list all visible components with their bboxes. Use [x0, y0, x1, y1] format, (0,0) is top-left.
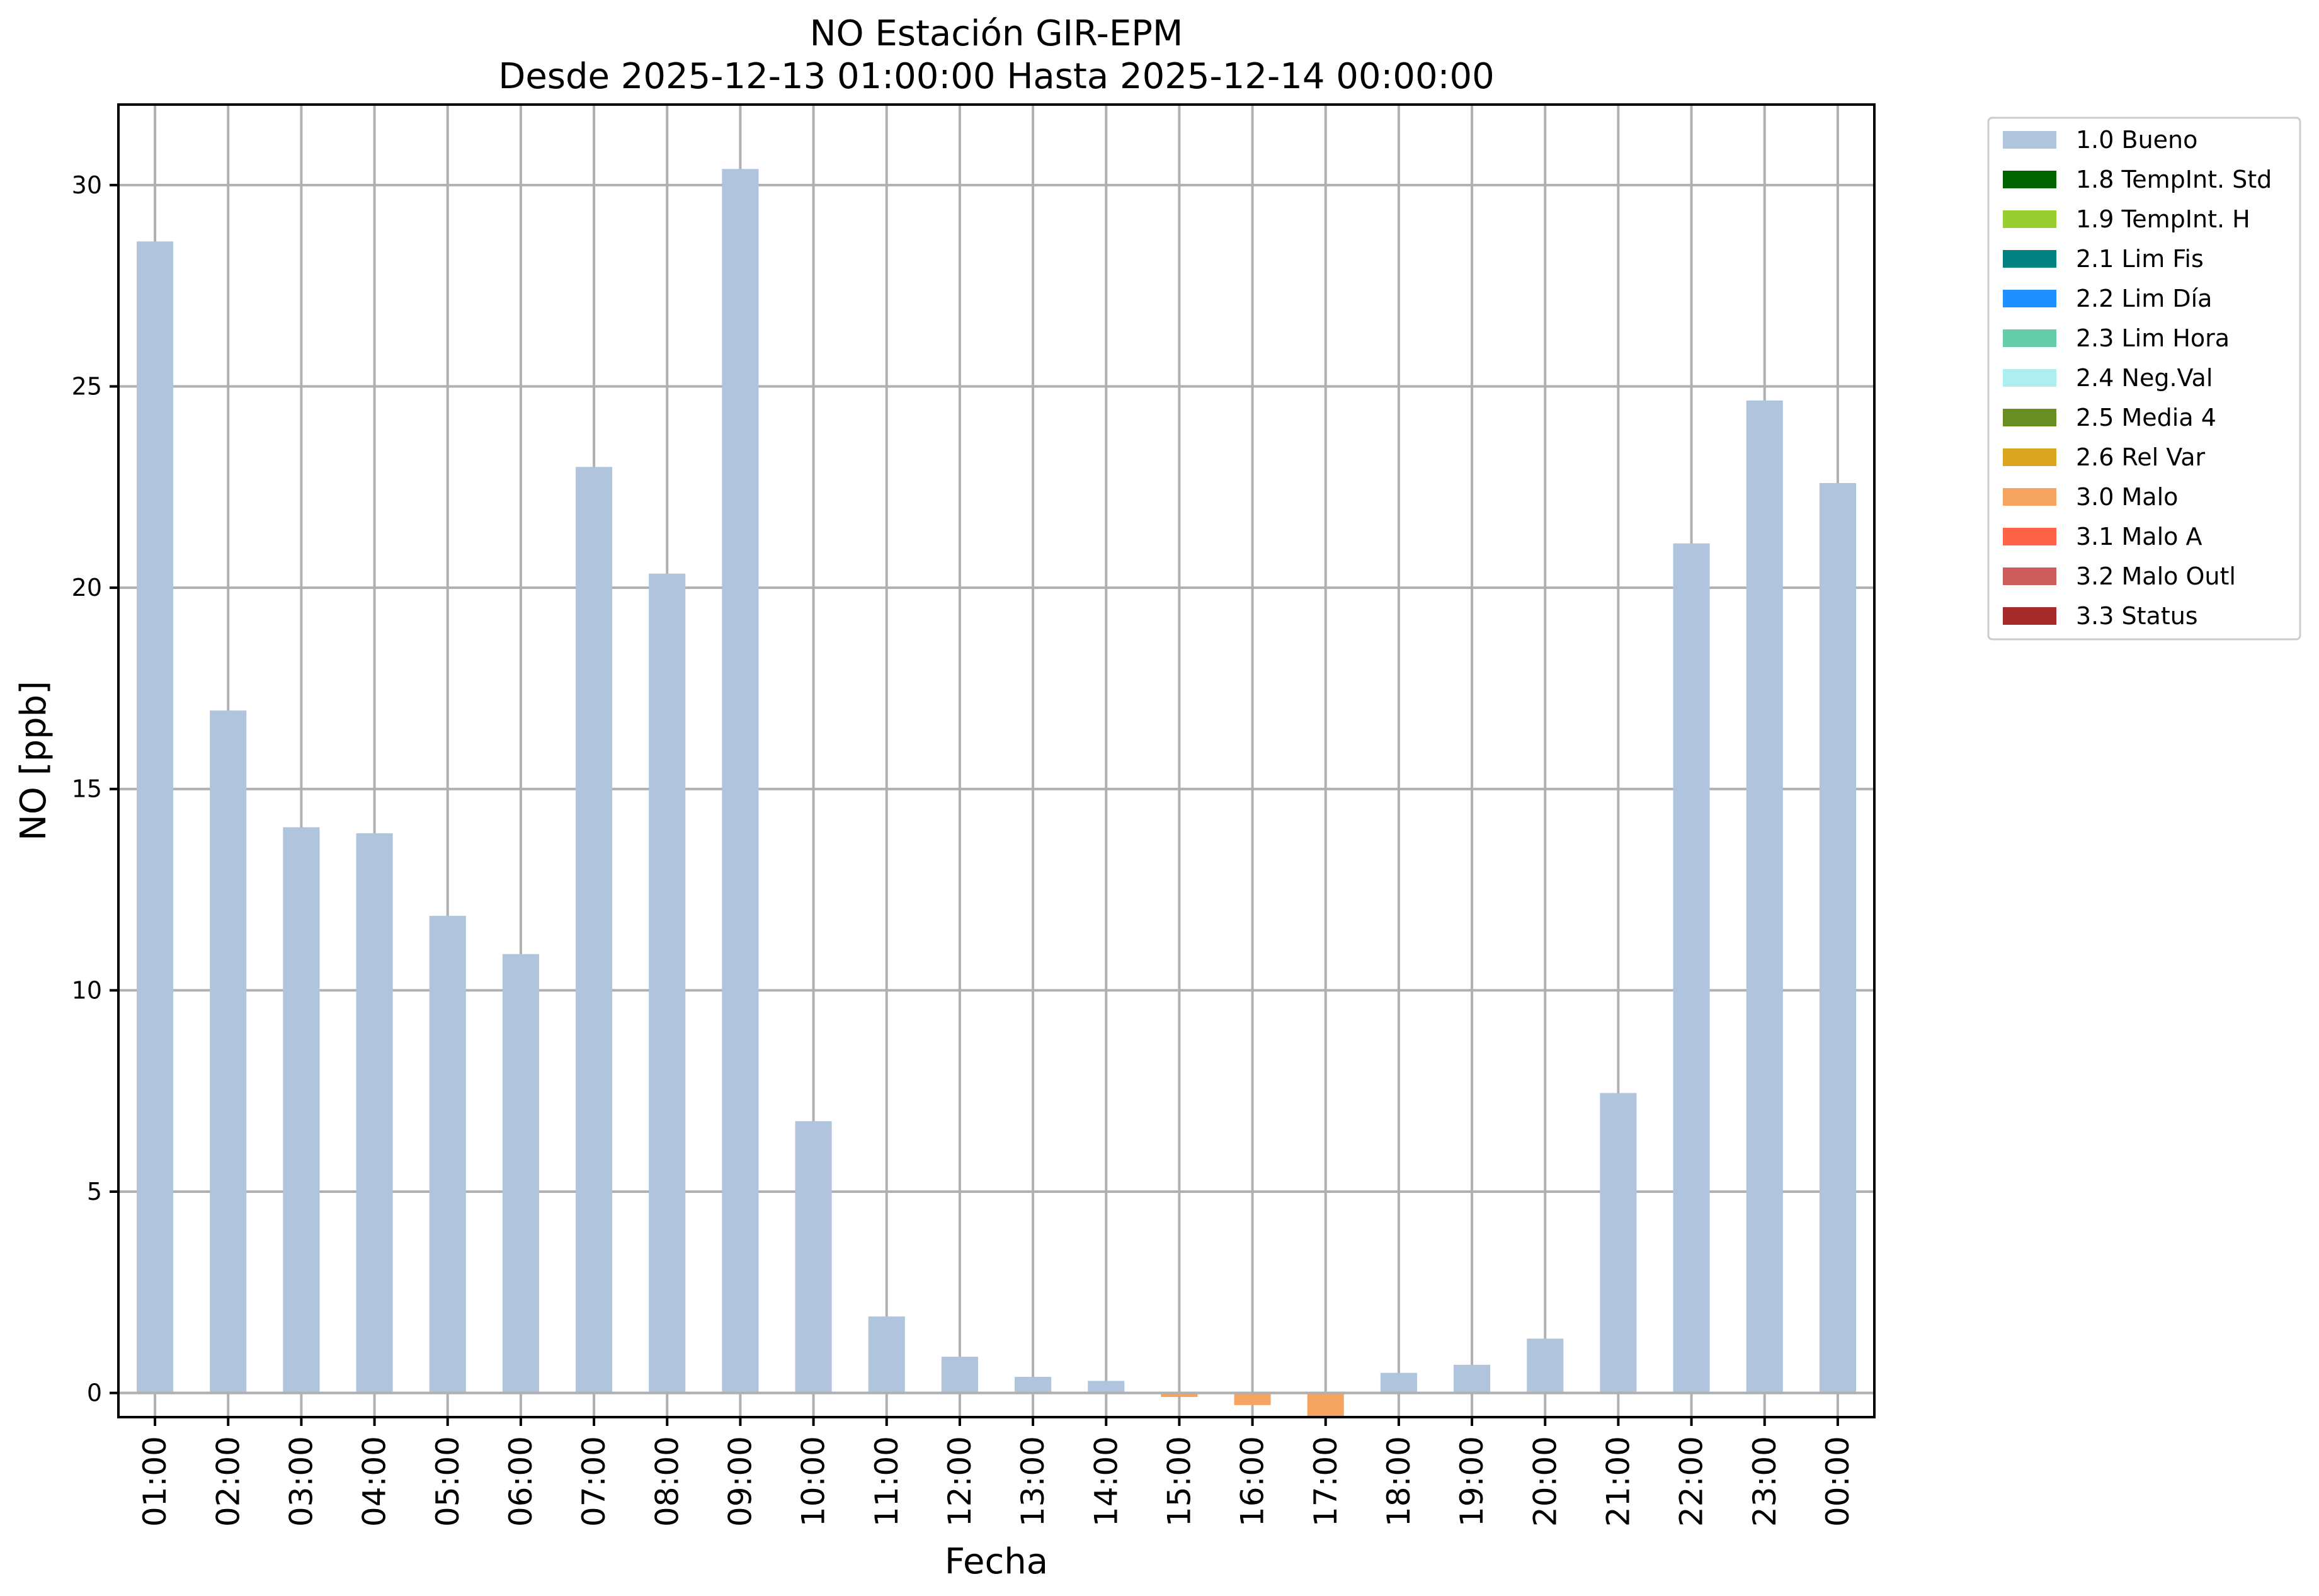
bar — [795, 1121, 832, 1393]
y-tick-label: 10 — [72, 976, 102, 1004]
legend-label: 2.6 Rel Var — [2076, 443, 2206, 471]
bar — [941, 1357, 978, 1393]
y-tick-label: 20 — [72, 574, 102, 601]
x-axis-label: Fecha — [945, 1541, 1048, 1582]
legend-swatch — [2003, 329, 2056, 347]
y-tick-label: 5 — [87, 1178, 102, 1206]
legend-label: 1.9 TempInt. H — [2076, 205, 2250, 233]
bar — [576, 467, 613, 1393]
plot-frame — [117, 103, 1876, 1418]
bar — [429, 916, 466, 1393]
x-tick-label: 01:00 — [137, 1436, 173, 1527]
legend-swatch — [2003, 528, 2056, 545]
x-tick-label: 10:00 — [795, 1436, 832, 1527]
y-tick-label: 0 — [87, 1379, 102, 1407]
x-axis-ticks: 01:00 02:00 03:00 04:00 05:00 06:00 07:00 08:00… — [137, 1417, 1856, 1527]
legend-swatch — [2003, 607, 2056, 625]
legend-label: 2.2 Lim Día — [2076, 285, 2212, 312]
x-tick-label: 19:00 — [1454, 1436, 1490, 1527]
legend-frame — [1987, 117, 2301, 641]
legend-label: 3.2 Malo Outl — [2076, 562, 2236, 590]
bar — [283, 827, 320, 1393]
bar — [868, 1316, 905, 1393]
y-tick-label: 30 — [72, 171, 102, 199]
bar — [137, 241, 174, 1393]
x-tick-label: 14:00 — [1088, 1436, 1124, 1527]
bars — [137, 169, 1856, 1417]
x-tick-label: 11:00 — [869, 1436, 905, 1527]
bar — [1673, 543, 1710, 1393]
x-tick-label: 21:00 — [1600, 1436, 1636, 1527]
bar — [1600, 1093, 1637, 1393]
x-tick-label: 12:00 — [942, 1436, 978, 1527]
x-tick-label: 02:00 — [210, 1436, 246, 1527]
x-tick-label: 09:00 — [722, 1436, 758, 1527]
legend-swatch — [2003, 369, 2056, 387]
legend-swatch — [2003, 409, 2056, 426]
y-tick-label: 25 — [72, 372, 102, 400]
bar — [210, 710, 247, 1393]
legend-swatch — [2003, 448, 2056, 466]
x-tick-label: 16:00 — [1234, 1436, 1271, 1527]
legend-label: 2.3 Lim Hora — [2076, 324, 2230, 352]
legend-label: 2.1 Lim Fis — [2076, 245, 2204, 273]
x-tick-label: 03:00 — [283, 1436, 319, 1527]
chart-subtitle: Desde 2025-12-13 01:00:00 Hasta 2025-12-… — [498, 56, 1495, 97]
bar — [1307, 1393, 1344, 1417]
x-tick-label: 00:00 — [1820, 1436, 1856, 1527]
bar — [1234, 1393, 1271, 1405]
bar — [502, 954, 539, 1393]
legend-label: 3.1 Malo A — [2076, 523, 2202, 550]
legend-swatch — [2003, 250, 2056, 268]
y-axis-label: NO [ppb] — [13, 681, 54, 841]
legend-swatch — [2003, 488, 2056, 506]
bar — [1819, 482, 1856, 1393]
bar — [1527, 1338, 1564, 1393]
legend-label: 1.0 Bueno — [2076, 126, 2197, 154]
bar — [722, 169, 759, 1393]
bar — [356, 833, 393, 1393]
legend-label: 3.3 Status — [2076, 602, 2198, 630]
legend-label: 2.4 Neg.Val — [2076, 364, 2213, 392]
legend-swatch — [2003, 210, 2056, 228]
x-tick-label: 15:00 — [1161, 1436, 1197, 1527]
legend-swatch — [2003, 171, 2056, 188]
x-tick-label: 05:00 — [430, 1436, 466, 1527]
x-gridlines — [154, 105, 1839, 1417]
x-tick-label: 04:00 — [356, 1436, 393, 1527]
bar — [1746, 400, 1783, 1393]
x-tick-label: 08:00 — [649, 1436, 685, 1527]
x-tick-label: 23:00 — [1746, 1436, 1783, 1527]
legend-swatch — [2003, 567, 2056, 585]
legend: 1.0 Bueno 1.8 TempInt. Std 1.9 TempInt. H 2… — [1987, 117, 2301, 641]
x-tick-label: 22:00 — [1673, 1436, 1710, 1527]
bar — [1454, 1364, 1491, 1393]
legend-label: 1.8 TempInt. Std — [2076, 166, 2272, 193]
bar — [1088, 1381, 1125, 1393]
bar — [1015, 1377, 1052, 1393]
bar — [649, 573, 686, 1393]
x-tick-label: 13:00 — [1015, 1436, 1051, 1527]
y-tick-label: 15 — [72, 775, 102, 803]
legend-swatch — [2003, 290, 2056, 307]
bar — [1161, 1393, 1198, 1398]
legend-swatch — [2003, 131, 2056, 149]
y-gridlines — [118, 183, 1874, 1394]
x-tick-label: 17:00 — [1308, 1436, 1344, 1527]
chart-title: NO Estación GIR-EPM — [810, 13, 1183, 54]
legend-label: 2.5 Media 4 — [2076, 404, 2216, 431]
x-tick-label: 18:00 — [1381, 1436, 1417, 1527]
x-tick-label: 07:00 — [576, 1436, 612, 1527]
x-tick-label: 20:00 — [1527, 1436, 1563, 1527]
x-tick-label: 06:00 — [503, 1436, 539, 1527]
y-axis-ticks: 0 5 10 15 20 25 30 — [72, 171, 118, 1407]
legend-label: 3.0 Malo — [2076, 483, 2178, 511]
bar — [1380, 1372, 1417, 1393]
